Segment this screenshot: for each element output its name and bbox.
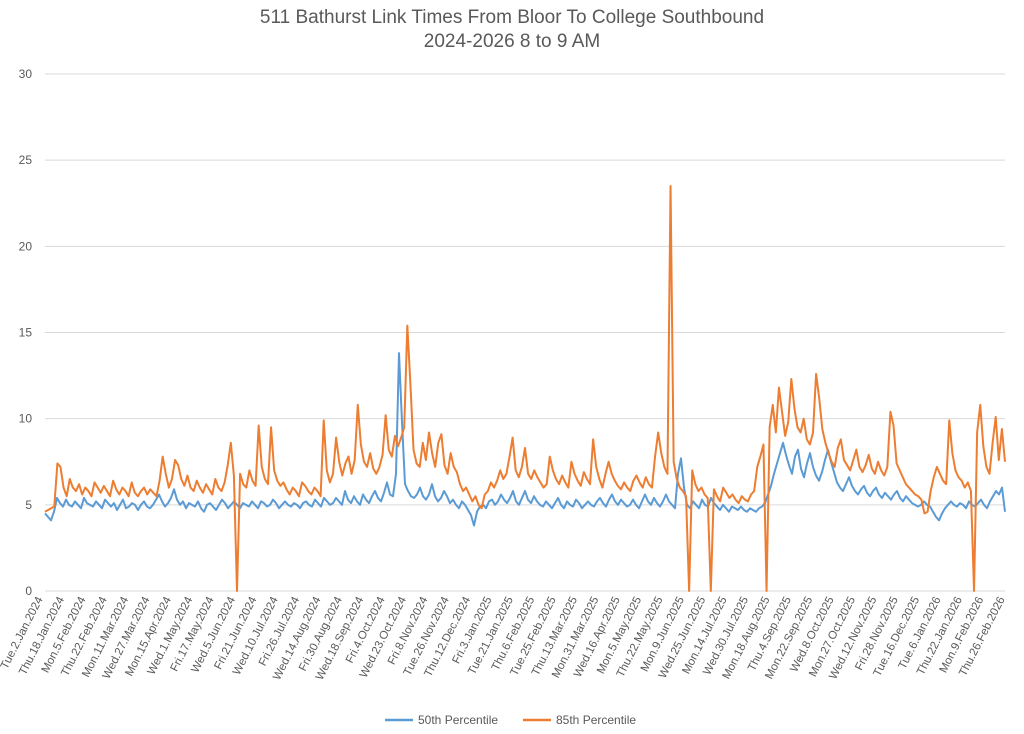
gridlines — [45, 73, 1005, 592]
y-tick-label: 15 — [19, 326, 33, 340]
series-line-p85 — [44, 185, 1006, 592]
y-axis: 0 5 10 15 20 25 30 — [19, 67, 33, 598]
chart-title-line1: 511 Bathurst Link Times From Bloor To Co… — [259, 7, 765, 28]
legend: 50th Percentile 85th Percentile — [385, 713, 636, 727]
y-tick-label: 20 — [19, 239, 33, 253]
y-tick-label: 0 — [25, 584, 32, 598]
legend-label: 85th Percentile — [556, 713, 636, 727]
legend-label: 50th Percentile — [418, 713, 498, 727]
chart-title: 511 Bathurst Link Times From Bloor To Co… — [0, 6, 1024, 54]
series-line-p50 — [44, 352, 1006, 527]
series-lines — [44, 185, 1006, 592]
x-axis: Tue.2.Jan.2024Thu.18.Jan.2024Mon.5.Feb.2… — [0, 594, 1008, 682]
y-tick-label: 25 — [19, 153, 33, 167]
y-tick-label: 5 — [25, 498, 32, 512]
chart-title-line2: 2024-2026 8 to 9 AM — [423, 31, 601, 52]
y-tick-label: 10 — [19, 412, 33, 426]
y-tick-label: 30 — [19, 67, 33, 81]
